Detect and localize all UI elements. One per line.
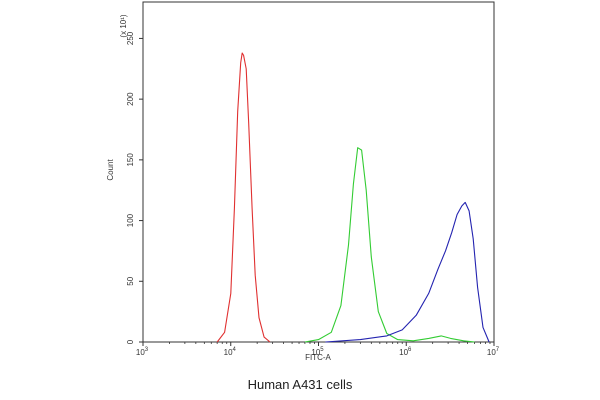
y-tick-label: 100 bbox=[126, 213, 135, 227]
x-tick-label: 107 bbox=[487, 347, 500, 357]
y-axis: 0 50 100 150 200 250 bbox=[126, 31, 143, 344]
series-line-2 bbox=[304, 147, 475, 343]
x-axis-title: FITC-A bbox=[305, 353, 331, 362]
series-line-1 bbox=[216, 52, 271, 343]
y-tick-label: 0 bbox=[126, 339, 135, 344]
y-tick-label: 50 bbox=[126, 276, 135, 285]
series-line-3 bbox=[325, 201, 490, 343]
x-tick-label: 105 bbox=[311, 347, 324, 357]
series-layer bbox=[216, 52, 490, 343]
y-tick-label: 200 bbox=[126, 92, 135, 106]
y-tick-label: 250 bbox=[126, 31, 135, 45]
x-tick-label: 103 bbox=[136, 347, 149, 357]
x-tick-label: 106 bbox=[399, 347, 412, 357]
y-axis-title: Count bbox=[106, 159, 115, 181]
y-tick-label: 150 bbox=[126, 153, 135, 167]
y-multiplier-label: (x 10¹) bbox=[119, 14, 128, 37]
chart-caption: Human A431 cells bbox=[247, 377, 353, 392]
x-axis: 103 104 105 106 107 bbox=[136, 342, 500, 357]
x-tick-label: 104 bbox=[224, 347, 237, 357]
plot-frame bbox=[142, 1, 495, 343]
